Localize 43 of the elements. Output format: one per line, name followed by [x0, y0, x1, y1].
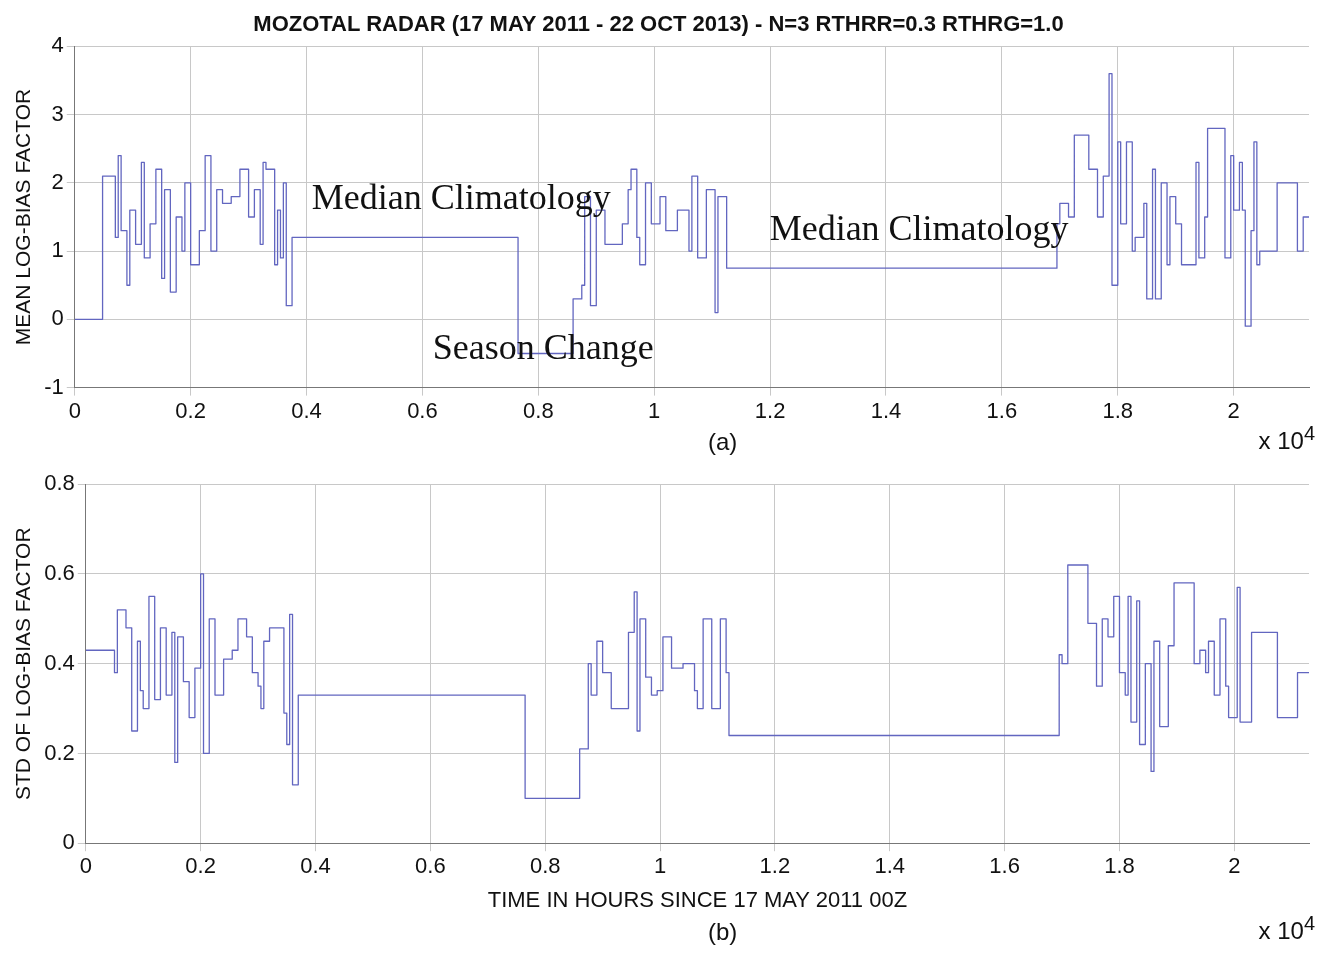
- chart-title: MOZOTAL RADAR (17 MAY 2011 - 22 OCT 2013) - N=3 RTHRR=0.3 RTHRG=1.0: [253, 11, 1064, 37]
- y-tick-label: 4: [51, 32, 64, 58]
- x-tick-label: 1.4: [874, 853, 906, 879]
- x-tick-label: 0.4: [291, 397, 322, 423]
- x-tick-label: 2: [1228, 853, 1241, 879]
- y-tick-label: 0.8: [44, 470, 75, 496]
- y-tick-label: 0: [51, 305, 64, 331]
- y-axis-title: MEAN LOG-BIAS FACTOR: [11, 88, 35, 346]
- x-tick-label: 0.2: [175, 397, 206, 423]
- x-tick-label: 0.2: [185, 853, 216, 879]
- x-tick-label: 1.2: [754, 397, 786, 423]
- x-tick-label: 0.6: [415, 853, 446, 879]
- y-tick-label: 2: [51, 168, 64, 194]
- x-tick-label: 1: [648, 397, 661, 423]
- y-axis-title: STD OF LOG-BIAS FACTOR: [11, 527, 35, 801]
- text: x 10$^{4}$: [1258, 912, 1315, 945]
- y-tick-label: 1: [51, 237, 64, 263]
- x-tick-label: 1.2: [759, 853, 791, 879]
- y-tick-label: -1: [44, 373, 64, 399]
- x-tick-label: 0.4: [300, 853, 331, 879]
- annotation: Median Climatology: [769, 207, 1069, 248]
- x-tick-label: 1.8: [1102, 397, 1134, 423]
- text: x 10$^{4}$: [1258, 422, 1315, 455]
- text: (a): [708, 428, 738, 456]
- x-axis-title: TIME IN HOURS SINCE 17 MAY 2011 00Z: [487, 886, 908, 912]
- y-tick-label: 0.2: [44, 739, 75, 765]
- annotation: Median Climatology: [311, 176, 611, 217]
- x-tick-label: 1.6: [986, 397, 1018, 423]
- y-tick-label: 0.4: [44, 649, 75, 675]
- x-tick-label: 1.6: [989, 853, 1020, 879]
- y-tick-label: 0: [62, 829, 75, 855]
- x-tick-label: 0: [79, 853, 92, 879]
- x-tick-label: 1.4: [870, 397, 902, 423]
- x-tick-label: 1.8: [1104, 853, 1135, 879]
- y-tick-label: 0.6: [44, 560, 75, 586]
- x-tick-label: 0.8: [523, 397, 554, 423]
- x-tick-label: 0.8: [529, 853, 561, 879]
- x-tick-label: 1: [653, 853, 667, 879]
- y-tick-label: 3: [51, 100, 64, 126]
- text: (b): [708, 918, 738, 946]
- x-tick-label: 0.6: [407, 397, 438, 423]
- x-tick-label: 2: [1227, 397, 1240, 423]
- annotation: Season Change: [432, 326, 654, 367]
